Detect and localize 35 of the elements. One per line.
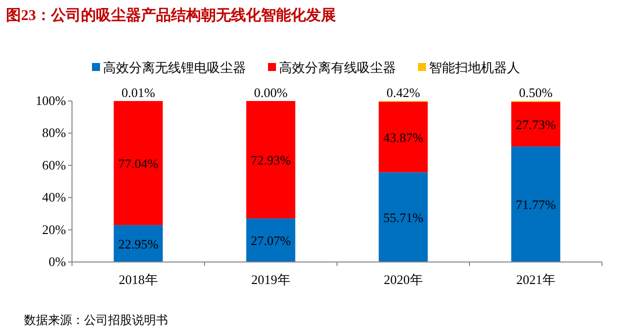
source-note: 数据来源：公司招股说明书 — [24, 313, 168, 327]
x-tick-label: 2019年 — [251, 272, 290, 287]
data-label: 27.07% — [250, 233, 291, 248]
bar — [378, 102, 428, 172]
data-label: 55.71% — [383, 210, 424, 226]
data-label: 77.04% — [118, 156, 158, 172]
data-label: 0.42% — [386, 85, 420, 100]
legend-label: 智能扫地机器人 — [429, 60, 520, 75]
data-label: 43.87% — [383, 130, 424, 145]
y-tick-label: 80% — [42, 125, 66, 140]
bar — [511, 102, 560, 146]
y-tick-label: 20% — [42, 222, 66, 237]
data-label: 27.73% — [516, 117, 556, 132]
data-label: 72.93% — [250, 152, 291, 168]
legend-label: 高效分离无线锂电吸尘器 — [103, 60, 246, 75]
bar — [246, 218, 296, 262]
x-tick-label: 2020年 — [384, 272, 423, 287]
chart-title: 图23：公司的吸尘器产品结构朝无线化智能化发展 — [6, 7, 336, 24]
data-label: 22.95% — [118, 236, 158, 252]
bar — [114, 101, 163, 226]
data-label: 71.77% — [516, 197, 556, 212]
data-label: 0.01% — [121, 85, 156, 100]
bar — [511, 146, 560, 262]
y-tick-label: 0% — [48, 254, 66, 269]
bar — [246, 101, 296, 218]
y-tick-label: 40% — [42, 190, 66, 205]
bar — [378, 172, 428, 262]
legend-label: 高效分离有线吸尘器 — [279, 60, 396, 75]
y-tick-label: 100% — [36, 93, 66, 108]
y-tick-label: 60% — [42, 157, 66, 172]
bar — [114, 225, 163, 262]
data-label: 0.50% — [518, 85, 553, 100]
x-tick-label: 2018年 — [118, 272, 158, 287]
data-label: 0.00% — [254, 85, 288, 100]
x-tick-label: 2021年 — [516, 272, 556, 287]
